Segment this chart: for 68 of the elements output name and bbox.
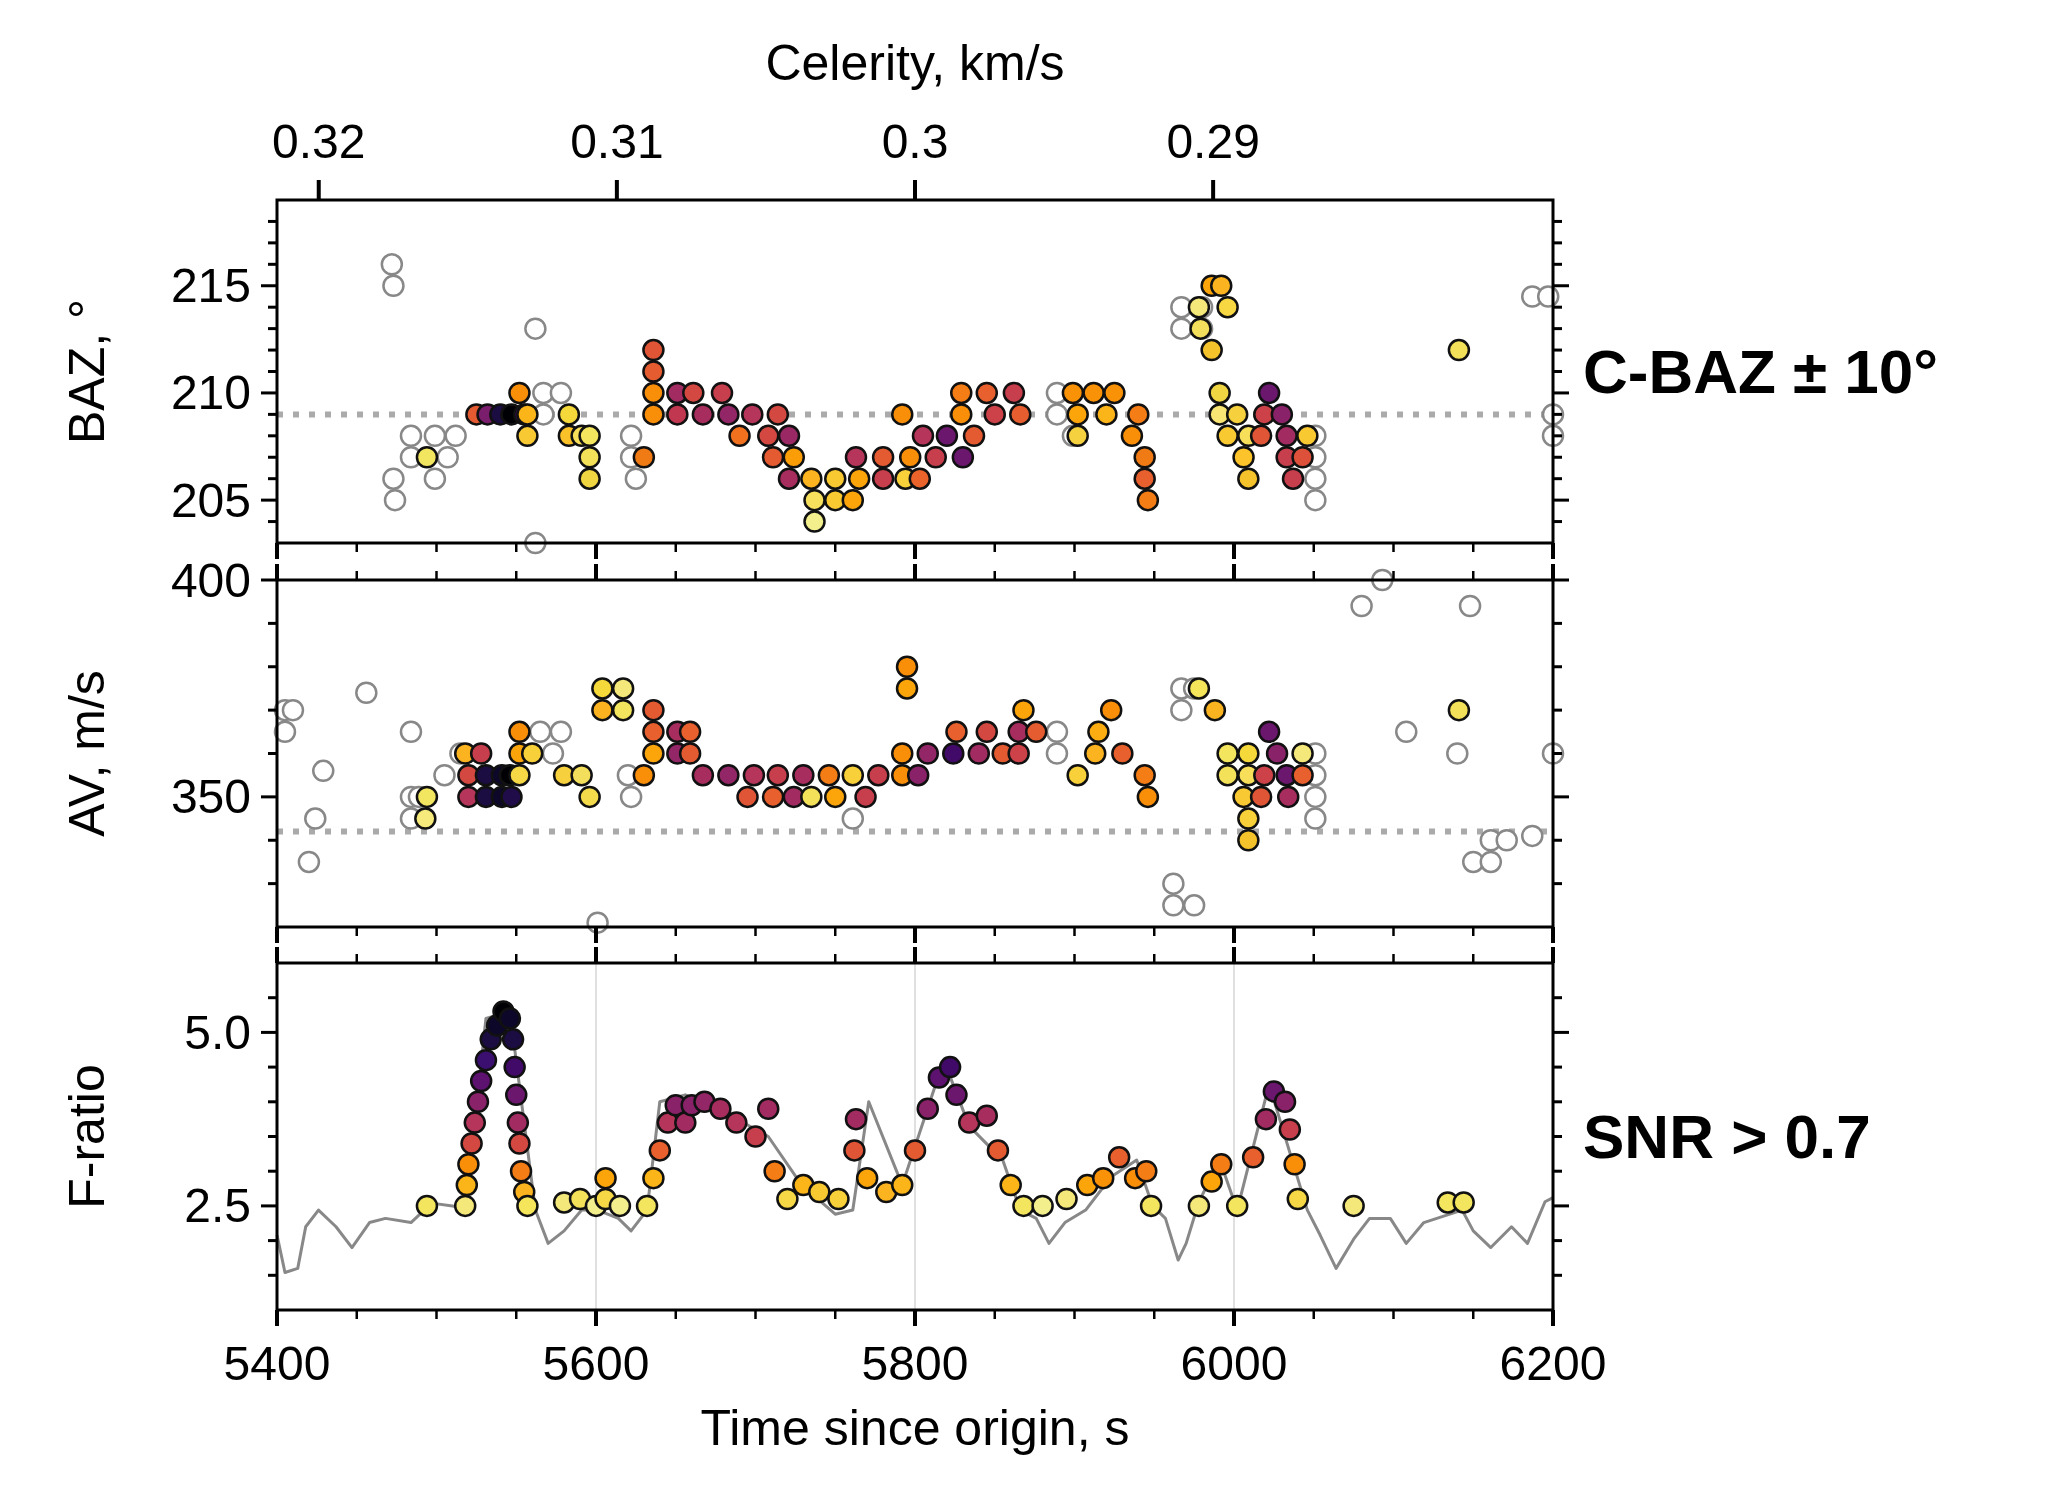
x2-tick-label: 0.32 xyxy=(272,115,366,168)
x-axis-title: Time since origin, s xyxy=(700,1400,1130,1456)
x-tick-label: 5600 xyxy=(542,1337,650,1390)
point xyxy=(382,467,405,490)
point xyxy=(1045,742,1069,765)
y-axis-title: F-ratio xyxy=(59,1064,115,1209)
point xyxy=(1458,594,1482,618)
y-tick-label: 205 xyxy=(170,473,251,527)
point xyxy=(549,381,573,405)
point xyxy=(1462,850,1485,874)
point xyxy=(1521,824,1544,848)
text: SNR > 0.7 xyxy=(1583,1102,1871,1171)
point xyxy=(380,253,404,276)
text: C-BAZ ± 10° xyxy=(1583,337,1939,406)
point xyxy=(841,807,865,830)
point xyxy=(1495,829,1518,852)
point xyxy=(1479,850,1503,874)
x2-tick-label: 0.29 xyxy=(1166,115,1260,168)
point xyxy=(1304,467,1327,490)
point xyxy=(1304,785,1327,809)
point xyxy=(1182,894,1206,917)
point xyxy=(297,850,321,874)
point xyxy=(1170,698,1193,722)
x-tick-label: 5400 xyxy=(223,1337,331,1390)
point xyxy=(382,274,405,297)
point xyxy=(1162,894,1185,917)
point xyxy=(383,488,407,512)
point xyxy=(312,759,335,783)
y-tick-label: 400 xyxy=(170,553,251,607)
point xyxy=(304,807,327,830)
point xyxy=(423,424,447,448)
point xyxy=(1304,807,1327,830)
point xyxy=(1395,720,1418,744)
y-tick-label: 215 xyxy=(170,259,251,313)
point xyxy=(1045,720,1069,744)
y-tick-label: 350 xyxy=(170,770,251,824)
point xyxy=(355,681,378,705)
y-tick-label: 5.0 xyxy=(184,1005,251,1059)
x2-tick-label: 0.31 xyxy=(570,115,664,168)
point xyxy=(1446,742,1469,765)
x2-tick-label: 0.3 xyxy=(881,115,949,168)
x-tick-label: 5800 xyxy=(861,1337,969,1390)
point xyxy=(1170,317,1193,340)
point xyxy=(619,424,643,448)
y-tick-label: 2.5 xyxy=(184,1179,251,1233)
point xyxy=(1350,594,1373,618)
point xyxy=(399,720,423,744)
point xyxy=(541,742,565,765)
point xyxy=(549,720,573,744)
point xyxy=(619,785,643,809)
y-axis-title: AV, m/s xyxy=(59,670,115,837)
point xyxy=(524,317,547,340)
y-tick-label: 210 xyxy=(170,366,251,420)
point xyxy=(436,446,459,469)
x-tick-label: 6200 xyxy=(1499,1337,1607,1390)
point xyxy=(1162,872,1185,895)
y-axis-title: BAZ, ° xyxy=(59,298,115,445)
point xyxy=(1304,488,1327,512)
point xyxy=(399,424,423,448)
point xyxy=(444,424,467,448)
x2-axis-title: Celerity, km/s xyxy=(765,35,1065,91)
point xyxy=(528,720,552,744)
point xyxy=(433,763,456,787)
x-tick-label: 6000 xyxy=(1180,1337,1288,1390)
point xyxy=(423,467,447,490)
point xyxy=(624,467,648,490)
point xyxy=(281,698,305,722)
point xyxy=(1045,403,1069,426)
